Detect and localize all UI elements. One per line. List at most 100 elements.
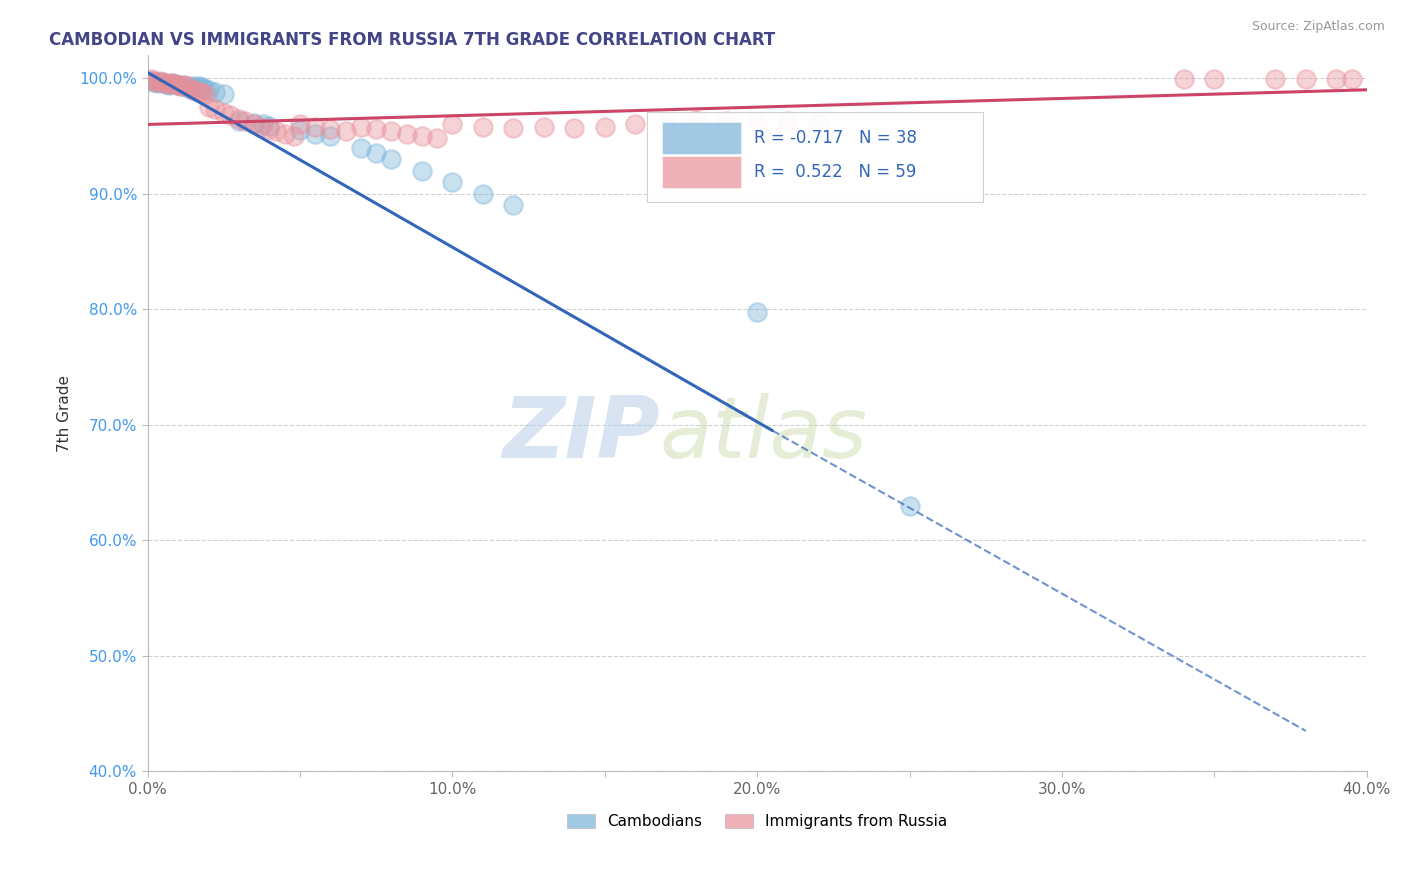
Point	[170, 79, 193, 94]
Point	[170, 79, 193, 94]
Point	[264, 124, 287, 138]
Point	[139, 73, 162, 87]
Point	[167, 78, 190, 92]
Point	[160, 76, 183, 90]
Point	[304, 120, 326, 134]
Point	[283, 128, 305, 143]
Point	[259, 122, 281, 136]
Point	[204, 85, 226, 99]
Point	[502, 198, 524, 212]
Point	[380, 152, 402, 166]
Point	[319, 122, 342, 136]
Point	[471, 186, 494, 201]
Point	[163, 77, 186, 91]
Point	[197, 100, 219, 114]
Point	[654, 115, 676, 129]
FancyBboxPatch shape	[647, 112, 983, 202]
Point	[350, 120, 373, 134]
Point	[411, 128, 433, 143]
Y-axis label: 7th Grade: 7th Grade	[58, 375, 72, 451]
Point	[1173, 72, 1195, 87]
Point	[139, 72, 162, 87]
Point	[155, 76, 177, 90]
Point	[273, 127, 295, 141]
Point	[155, 77, 177, 91]
Point	[304, 127, 326, 141]
Point	[259, 119, 281, 133]
Point	[471, 120, 494, 134]
Point	[212, 87, 235, 102]
Point	[243, 118, 266, 132]
Point	[152, 76, 174, 90]
Point	[173, 78, 195, 92]
Point	[319, 128, 342, 143]
Point	[145, 76, 167, 90]
Point	[149, 73, 172, 87]
Point	[1264, 72, 1286, 87]
Text: CAMBODIAN VS IMMIGRANTS FROM RUSSIA 7TH GRADE CORRELATION CHART: CAMBODIAN VS IMMIGRANTS FROM RUSSIA 7TH …	[49, 31, 776, 49]
Point	[188, 79, 211, 94]
Point	[426, 131, 449, 145]
Point	[533, 120, 555, 134]
Point	[186, 80, 208, 95]
Point	[173, 78, 195, 92]
Point	[194, 87, 217, 102]
Point	[776, 114, 799, 128]
Point	[233, 114, 256, 128]
Point	[142, 75, 165, 89]
Point	[149, 75, 172, 89]
FancyBboxPatch shape	[662, 121, 741, 154]
Point	[228, 114, 250, 128]
Point	[191, 80, 214, 95]
Point	[288, 118, 311, 132]
Point	[160, 76, 183, 90]
Point	[624, 118, 647, 132]
FancyBboxPatch shape	[662, 156, 741, 188]
Point	[716, 114, 738, 128]
Point	[157, 78, 180, 92]
Point	[176, 80, 198, 95]
Text: R =  0.522   N = 59: R = 0.522 N = 59	[754, 163, 915, 181]
Legend: Cambodians, Immigrants from Russia: Cambodians, Immigrants from Russia	[561, 808, 953, 835]
Point	[411, 163, 433, 178]
Text: atlas: atlas	[659, 393, 868, 476]
Point	[157, 77, 180, 91]
Point	[562, 120, 585, 135]
Point	[176, 79, 198, 94]
Point	[441, 175, 464, 189]
Point	[1340, 72, 1362, 87]
Text: Source: ZipAtlas.com: Source: ZipAtlas.com	[1251, 20, 1385, 33]
Point	[142, 73, 165, 87]
Point	[898, 499, 921, 513]
Point	[191, 87, 214, 101]
Point	[288, 123, 311, 137]
Point	[218, 108, 240, 122]
Point	[593, 120, 616, 134]
Point	[204, 103, 226, 117]
Point	[228, 112, 250, 126]
Point	[1324, 72, 1347, 87]
Point	[152, 75, 174, 89]
Point	[747, 304, 769, 318]
Text: ZIP: ZIP	[502, 393, 659, 476]
Point	[335, 124, 357, 138]
Point	[243, 116, 266, 130]
Point	[194, 81, 217, 95]
Point	[380, 124, 402, 138]
Point	[181, 83, 204, 97]
Point	[685, 112, 707, 127]
Point	[1295, 72, 1317, 87]
Point	[197, 83, 219, 97]
Point	[252, 118, 274, 132]
Point	[366, 146, 388, 161]
Point	[1204, 72, 1226, 87]
Point	[186, 84, 208, 98]
Point	[163, 77, 186, 91]
Point	[502, 120, 524, 135]
Point	[350, 140, 373, 154]
Text: R = -0.717   N = 38: R = -0.717 N = 38	[754, 128, 917, 146]
Point	[167, 78, 190, 92]
Point	[441, 118, 464, 132]
Point	[179, 81, 201, 95]
Point	[747, 115, 769, 129]
